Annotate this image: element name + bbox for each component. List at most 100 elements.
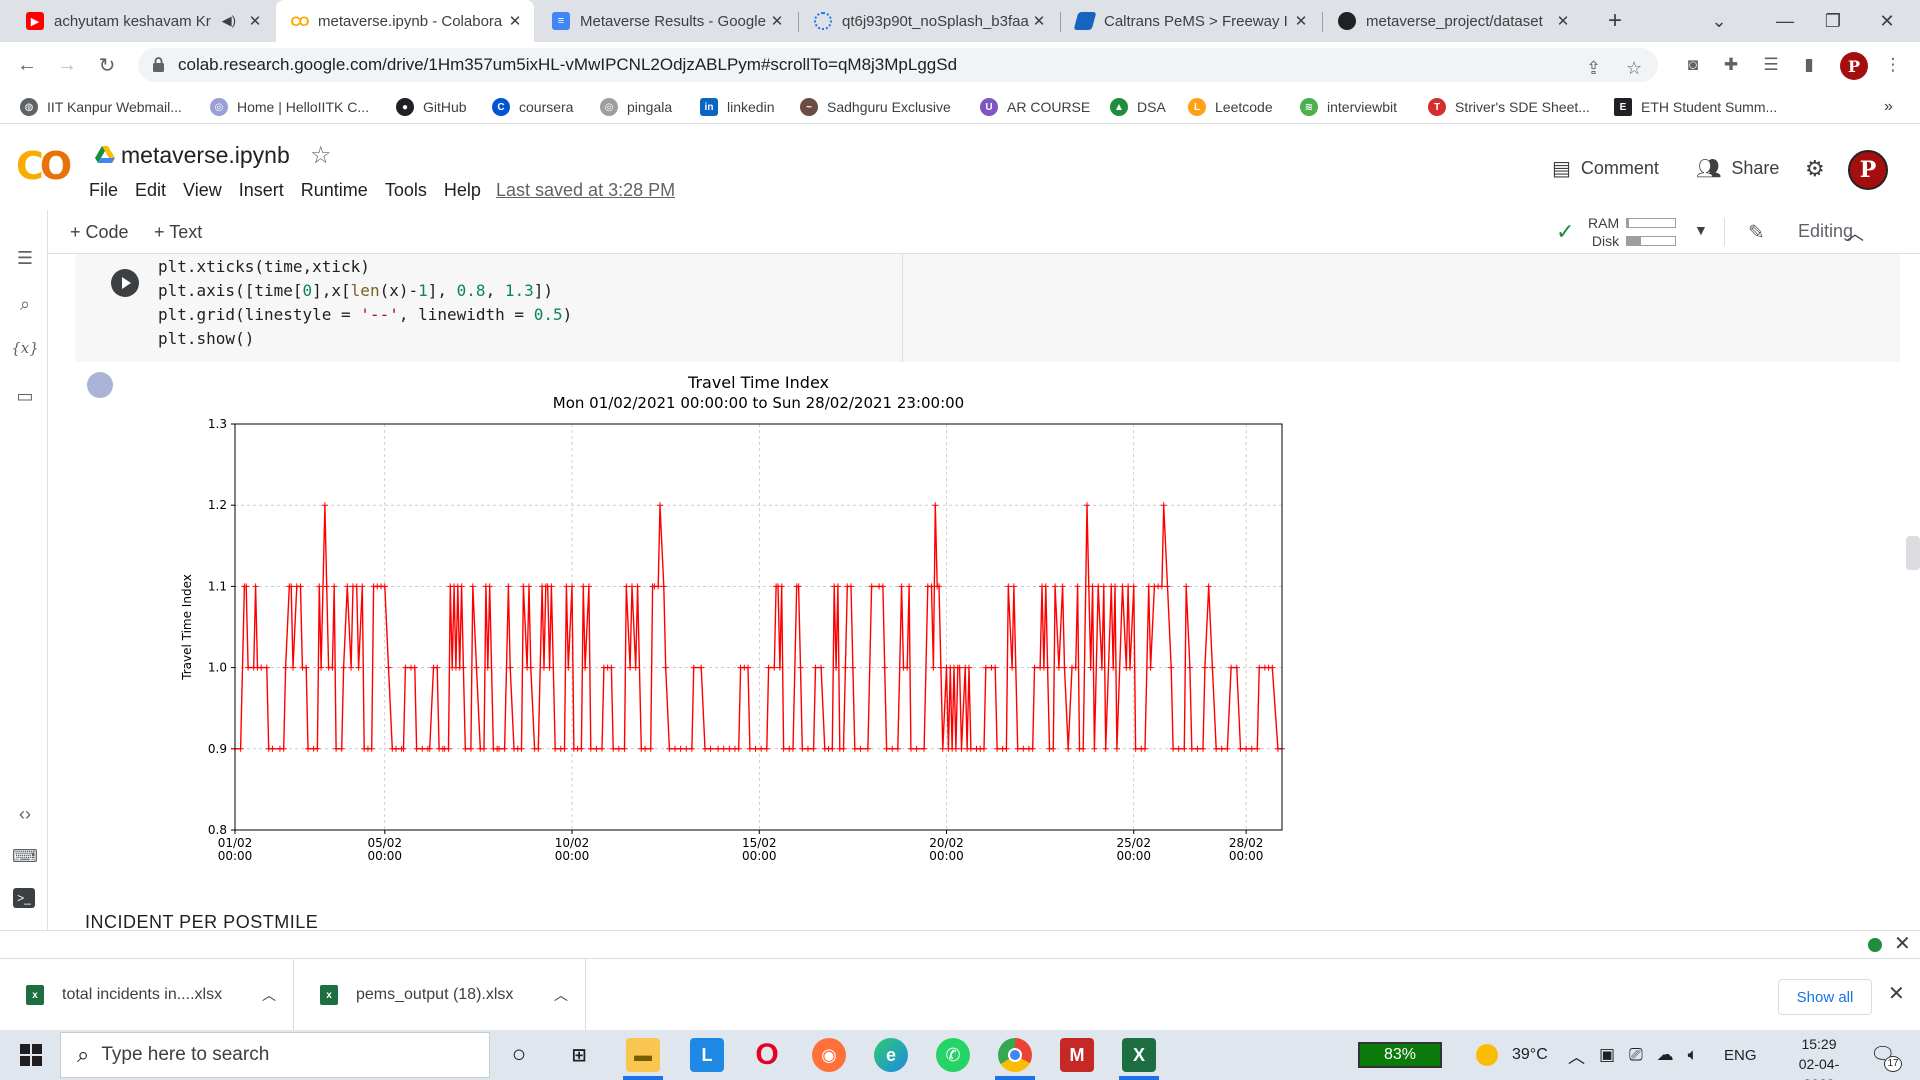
terminal-icon[interactable]: >_ [13, 888, 35, 908]
files-folder-icon[interactable]: ▭ [16, 385, 34, 406]
tab-colab[interactable]: CO metaverse.ipynb - Colabora ✕ [276, 0, 534, 42]
last-saved-link[interactable]: Last saved at 3:28 PM [496, 180, 676, 200]
page-scrollbar-thumb[interactable] [1906, 536, 1920, 570]
edge-icon[interactable]: e [874, 1038, 908, 1072]
ram-disk-indicator[interactable]: RAM Disk [1588, 215, 1620, 249]
settings-gear-icon[interactable]: ⚙ [1805, 156, 1825, 181]
download-item[interactable]: x pems_output (18).xlsx ︿ [294, 959, 586, 1031]
speaker-icon[interactable]: ◀︎) [221, 13, 236, 28]
chevron-up-icon[interactable]: ︿ [262, 987, 276, 1003]
collapse-header-icon[interactable]: ︿ [1846, 224, 1864, 244]
address-bar[interactable]: colab.research.google.com/drive/1Hm357um… [138, 48, 1658, 82]
menu-help[interactable]: Help [443, 180, 481, 200]
menu-tools[interactable]: Tools [384, 180, 427, 200]
tab-pems[interactable]: Caltrans PeMS > Freeway I ✕ [1062, 0, 1320, 42]
bookmark-item[interactable]: ≋ interviewbit [1300, 96, 1397, 118]
lens-app-icon[interactable]: L [690, 1038, 724, 1072]
bookmark-star-icon[interactable]: ☆ [1626, 58, 1643, 78]
output-avatar-icon[interactable] [87, 372, 113, 398]
run-cell-button[interactable] [111, 269, 139, 297]
task-view-icon[interactable]: ⊞ [571, 1044, 587, 1065]
whatsapp-icon[interactable]: ✆ [936, 1038, 970, 1072]
close-icon[interactable]: ✕ [770, 13, 784, 30]
new-tab-button[interactable]: + [1607, 7, 1622, 34]
bookmark-item[interactable]: in linkedin [700, 96, 774, 118]
tab-youtube[interactable]: ▶ achyutam keshavam Kr ◀︎) ✕ [12, 0, 274, 42]
star-icon[interactable]: ☆ [310, 142, 332, 169]
tab-qt6j[interactable]: qt6j93p90t_noSplash_b3faa ✕ [800, 0, 1058, 42]
menu-view[interactable]: View [183, 180, 222, 200]
battery-indicator[interactable]: 83% [1358, 1042, 1442, 1068]
close-icon[interactable]: ✕ [1556, 13, 1570, 30]
forward-arrow-icon[interactable]: → [57, 53, 77, 76]
close-icon[interactable]: ✕ [1894, 933, 1911, 955]
bookmark-item[interactable]: ~ Sadhguru Exclusive [800, 96, 951, 118]
reload-icon[interactable]: ↻ [98, 54, 116, 77]
tab-google-docs[interactable]: ≡ Metaverse Results - Google ✕ [538, 0, 796, 42]
notebook-title[interactable]: metaverse.ipynb [121, 142, 290, 168]
firefox-icon[interactable]: ◉ [812, 1038, 846, 1072]
show-all-button[interactable]: Show all [1778, 979, 1872, 1015]
share-page-icon[interactable]: ⇪ [1586, 58, 1602, 78]
menu-runtime[interactable]: Runtime [300, 180, 368, 200]
colab-profile-avatar[interactable]: P [1848, 150, 1888, 190]
comment-button[interactable]: ▤ Comment [1552, 158, 1659, 180]
menu-insert[interactable]: Insert [238, 180, 284, 200]
display-icon[interactable]: ⎚ [1629, 1045, 1643, 1064]
weather-widget[interactable]: 39°C [1476, 1030, 1548, 1080]
bookmarks-overflow-icon[interactable]: » [1884, 98, 1893, 115]
tab-github[interactable]: metaverse_project/dataset ✕ [1324, 0, 1582, 42]
search-icon[interactable]: ⌕ [19, 293, 31, 314]
menu-edit[interactable]: Edit [135, 180, 167, 200]
bookmark-item[interactable]: ◎ pingala [600, 96, 672, 118]
volume-icon[interactable]: 🔈︎ [1687, 1045, 1698, 1064]
back-arrow-icon[interactable]: ← [17, 53, 37, 76]
close-icon[interactable]: ✕ [1888, 983, 1905, 1005]
kebab-menu-icon[interactable]: ⋮ [1884, 55, 1902, 74]
camera-icon[interactable]: ◙ [1687, 55, 1699, 74]
restore-button[interactable]: ❐ [1824, 10, 1842, 31]
browser-profile-avatar[interactable]: P [1840, 52, 1868, 80]
excel-icon[interactable]: X [1122, 1038, 1156, 1072]
tab-search-chevron-icon[interactable]: ⌄ [1711, 10, 1727, 31]
media-queue-icon[interactable]: ☰ [1763, 55, 1779, 74]
close-icon[interactable]: ✕ [1294, 13, 1308, 30]
code-editor[interactable]: plt.xticks(time,xtick) plt.axis([time[0],… [158, 255, 572, 351]
chevron-up-icon[interactable]: ︿ [554, 987, 568, 1003]
google-drive-icon[interactable] [95, 146, 115, 164]
add-text-button[interactable]: + Text [154, 222, 203, 242]
table-of-contents-icon[interactable]: ☰ [16, 247, 34, 268]
mcafee-icon[interactable]: M [1060, 1038, 1094, 1072]
resources-dropdown-icon[interactable]: ▼ [1694, 222, 1708, 238]
share-button[interactable]: 👥︎ Share [1696, 158, 1780, 180]
opera-icon[interactable]: O [755, 1038, 779, 1071]
editing-mode-button[interactable]: Editing [1798, 221, 1854, 241]
code-cell[interactable]: plt.xticks(time,xtick) plt.axis([time[0],… [75, 254, 1900, 362]
code-snippets-icon[interactable]: ‹› [19, 803, 31, 824]
menu-file[interactable]: File [89, 180, 119, 200]
bookmark-item[interactable]: ● GitHub [396, 96, 467, 118]
close-icon[interactable]: ✕ [248, 13, 262, 30]
clock[interactable]: 15:29 02-04-2022 [1798, 1036, 1840, 1080]
bookmark-item[interactable]: T Striver's SDE Sheet... [1428, 96, 1590, 118]
meet-now-icon[interactable]: ▣ [1599, 1045, 1616, 1064]
cortana-icon[interactable]: ○ [511, 1041, 527, 1068]
language-indicator[interactable]: ENG [1724, 1046, 1757, 1064]
bookmark-item[interactable]: ◍ IIT Kanpur Webmail... [20, 96, 182, 118]
variables-icon[interactable]: {x} [11, 339, 39, 357]
bookmark-item[interactable]: ▲ DSA [1110, 96, 1166, 118]
bookmark-item[interactable]: ◎ Home | HelloIITK C... [210, 96, 369, 118]
close-icon[interactable]: ✕ [508, 13, 522, 30]
close-window-button[interactable]: ✕ [1879, 10, 1895, 31]
side-panel-icon[interactable]: ▮ [1804, 55, 1814, 74]
colab-logo[interactable]: CO [16, 144, 72, 188]
download-item[interactable]: x total incidents in....xlsx ︿ [0, 959, 294, 1031]
extensions-puzzle-icon[interactable]: ✚ [1723, 55, 1739, 74]
bookmark-item[interactable]: E ETH Student Summ... [1614, 96, 1777, 118]
command-palette-icon[interactable]: ⌨ [12, 845, 38, 866]
show-hidden-icons-icon[interactable]: ︿ [1568, 1047, 1585, 1067]
file-explorer-icon[interactable]: ▬ [626, 1038, 660, 1072]
onedrive-cloud-icon[interactable]: ☁ [1656, 1045, 1674, 1064]
taskbar-search-input[interactable]: ⌕ Type here to search [60, 1032, 490, 1078]
